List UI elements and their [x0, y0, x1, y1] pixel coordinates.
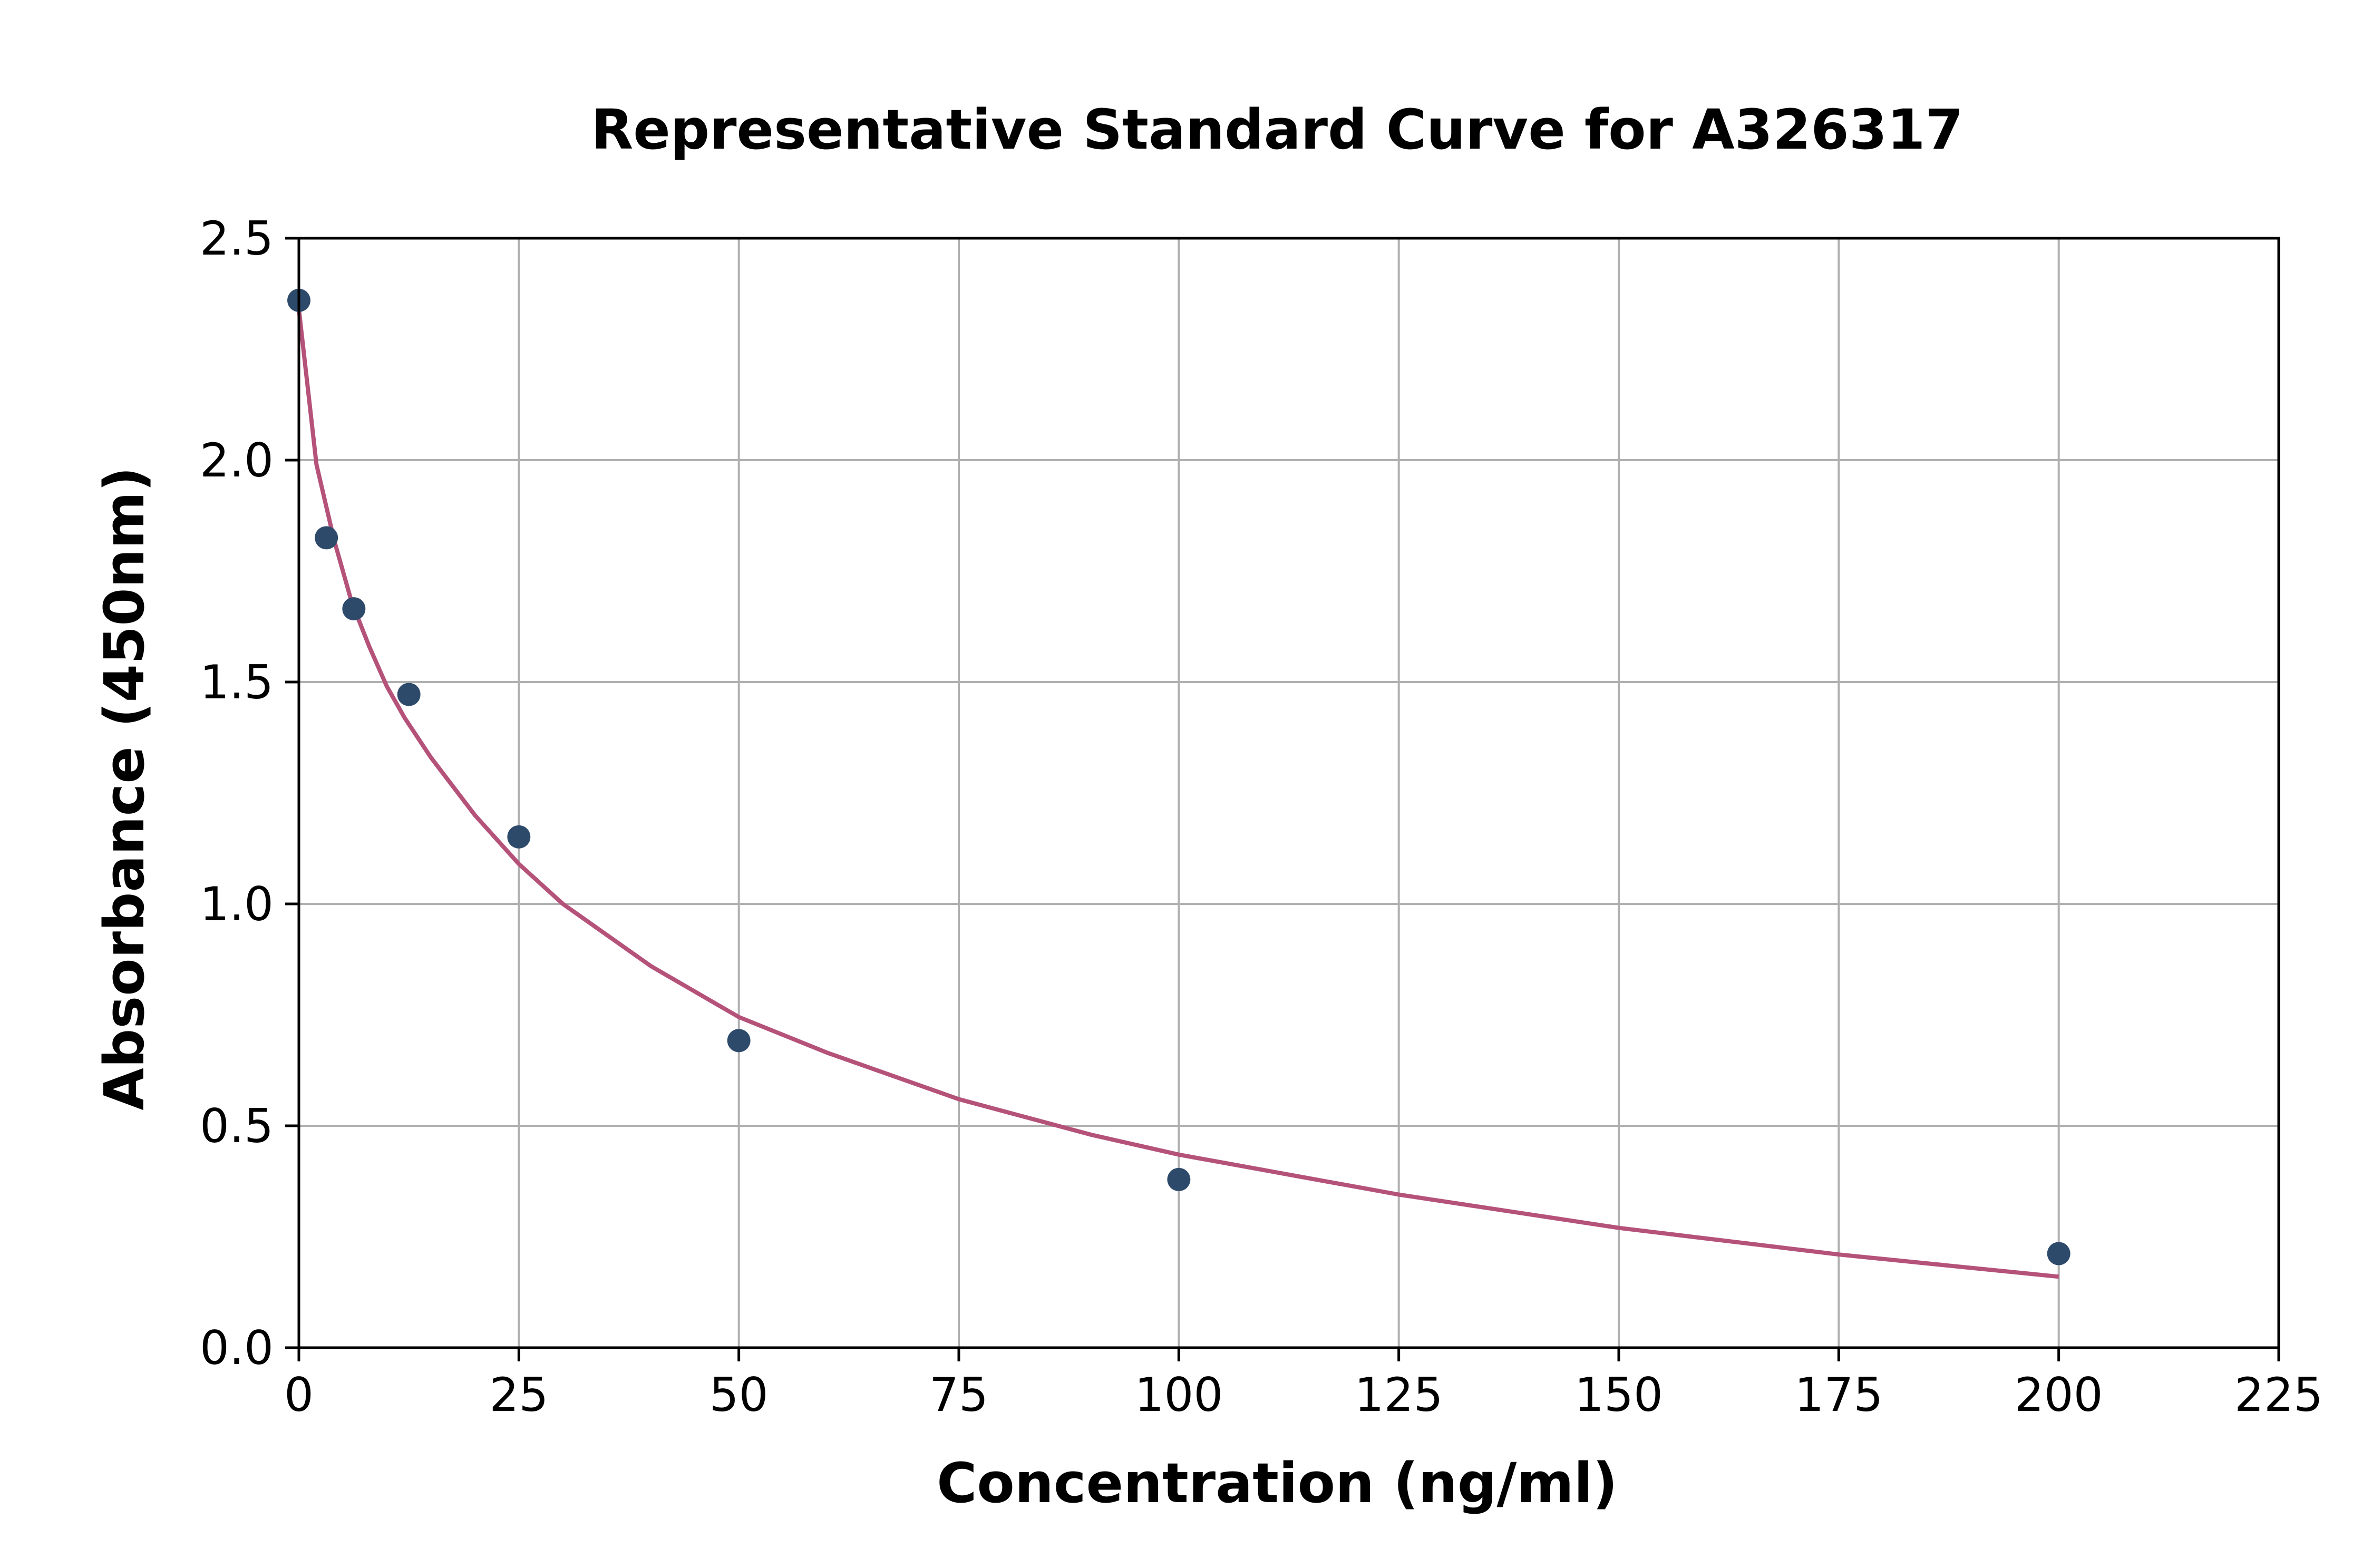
data-point [2047, 1242, 2070, 1265]
x-axis-label: Concentration (ng/ml) [937, 1451, 1618, 1515]
x-tick-label: 50 [709, 1368, 769, 1422]
data-points-layer [287, 288, 2070, 1265]
y-tick-label: 1.5 [200, 655, 274, 709]
axis-ticks: 0 25 50 75 100 125 150 175 200 225 0.0 0.5 1.0 1.5 2.0… [200, 211, 2323, 1422]
x-tick-label: 175 [1794, 1368, 1883, 1422]
x-tick-label: 100 [1134, 1368, 1223, 1422]
chart-title: Representative Standard Curve for A32631… [591, 98, 1963, 162]
x-tick-label: 225 [2234, 1368, 2323, 1422]
data-point [315, 526, 338, 550]
data-point [397, 683, 421, 706]
x-tick-label: 25 [489, 1368, 548, 1422]
data-point [342, 597, 366, 621]
x-tick-label: 150 [1574, 1368, 1663, 1422]
x-tick-label: 0 [284, 1368, 314, 1422]
y-tick-label: 0.0 [200, 1321, 274, 1375]
y-tick-label: 2.5 [200, 211, 274, 266]
data-point [1167, 1167, 1191, 1191]
y-tick-label: 2.0 [200, 433, 274, 488]
x-tick-label: 125 [1355, 1368, 1443, 1422]
x-tick-label: 75 [929, 1368, 988, 1422]
plot-frame [297, 237, 2280, 1349]
data-point [727, 1029, 751, 1053]
x-tick-label: 200 [2015, 1368, 2103, 1422]
y-tick-label: 1.0 [200, 877, 274, 931]
y-tick-label: 0.5 [200, 1099, 274, 1153]
data-point [507, 825, 531, 849]
y-axis-label: Absorbance (450nm) [92, 466, 157, 1110]
